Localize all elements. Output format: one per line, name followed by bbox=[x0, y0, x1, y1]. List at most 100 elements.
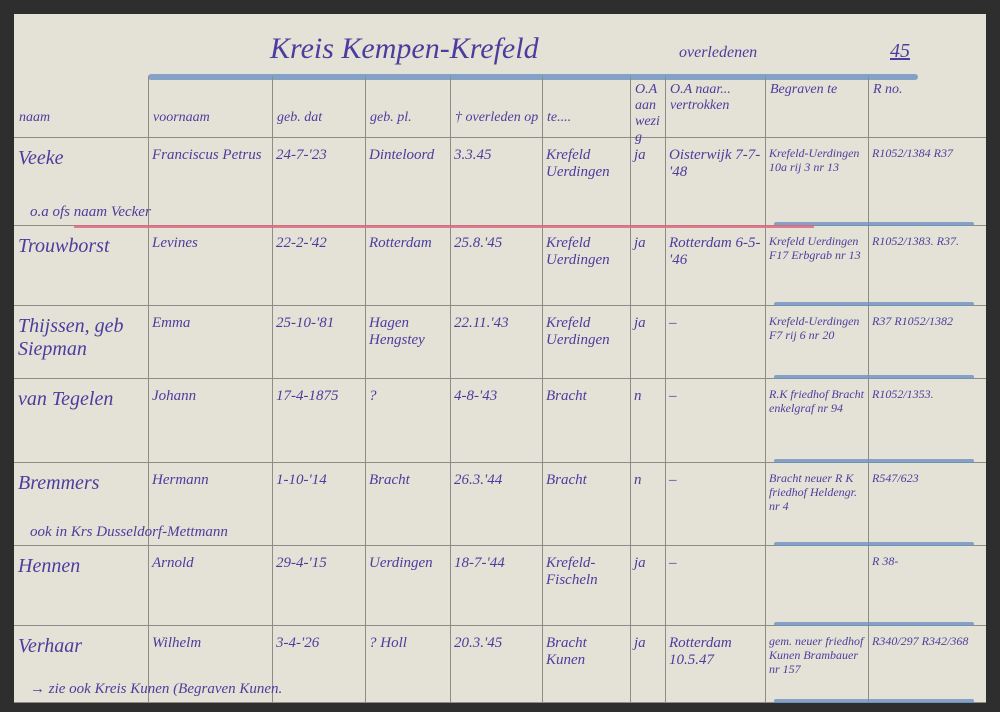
cell-oa-aanwezig: ja bbox=[634, 235, 646, 251]
column-divider bbox=[365, 76, 366, 702]
cell-begraven: Krefeld-Uerdingen F7 rij 6 nr 20 bbox=[769, 314, 860, 342]
row-divider bbox=[14, 137, 986, 138]
column-header: R no. bbox=[873, 82, 903, 97]
cell-geb-pl: Dinteloord bbox=[369, 147, 435, 163]
column-header: geb. pl. bbox=[370, 110, 412, 125]
cell-oa-naar: Oisterwijk 7-7-'48 bbox=[669, 147, 761, 181]
cell-voornaam: Levines bbox=[152, 235, 198, 251]
cell-naam: Verhaar bbox=[18, 635, 83, 657]
row-underline bbox=[774, 302, 974, 306]
cell-oa-aanwezig: ja bbox=[634, 635, 646, 651]
column-divider bbox=[272, 76, 273, 702]
cell-overleden: 25.8.'45 bbox=[454, 235, 503, 251]
row-note: ook in Krs Dusseldorf-Mettmann bbox=[30, 524, 228, 540]
column-divider bbox=[868, 76, 869, 702]
row-divider bbox=[14, 378, 986, 379]
cell-overleden: 22.11.'43 bbox=[454, 315, 509, 331]
column-header: O.A aanwezig bbox=[635, 82, 660, 146]
cell-begraven: Krefeld Uerdingen F17 Erbgrab nr 13 bbox=[769, 234, 861, 262]
cell-oa-aanwezig: ja bbox=[634, 555, 646, 571]
cell-geb-dat: 29-4-'15 bbox=[276, 555, 327, 571]
cell-te: Krefeld Uerdingen bbox=[546, 147, 610, 181]
row-underline bbox=[774, 375, 974, 379]
cell-te: Bracht bbox=[546, 472, 587, 488]
column-divider bbox=[665, 76, 666, 702]
cell-overleden: 18-7-'44 bbox=[454, 555, 505, 571]
column-divider bbox=[148, 76, 149, 702]
cell-geb-pl: ? bbox=[369, 388, 377, 404]
row-divider bbox=[14, 702, 986, 703]
cell-naam: Thijssen, geb Siepman bbox=[18, 315, 124, 360]
cell-naam: Trouwborst bbox=[18, 235, 110, 257]
cell-overleden: 4-8-'43 bbox=[454, 388, 498, 404]
column-header: Begraven te bbox=[770, 82, 838, 97]
cell-geb-dat: 25-10-'81 bbox=[276, 315, 335, 331]
cell-r-no: R37 R1052/1382 bbox=[872, 314, 953, 328]
row-underline bbox=[774, 699, 974, 703]
cell-voornaam: Johann bbox=[152, 388, 197, 404]
cell-begraven: Krefeld-Uerdingen 10a rij 3 nr 13 bbox=[769, 146, 860, 174]
column-divider bbox=[765, 76, 766, 702]
cell-geb-pl: ? Holl bbox=[369, 635, 407, 651]
cell-te: Krefeld-Fischeln bbox=[546, 555, 598, 589]
row-divider bbox=[14, 462, 986, 463]
cell-geb-dat: 3-4-'26 bbox=[276, 635, 320, 651]
cell-oa-naar: Rotterdam 10.5.47 bbox=[669, 635, 732, 669]
cell-r-no: R1052/1383. R37. bbox=[872, 234, 959, 248]
cell-geb-dat: 22-2-'42 bbox=[276, 235, 327, 251]
cell-voornaam: Arnold bbox=[152, 555, 194, 571]
column-header: voornaam bbox=[153, 110, 210, 125]
row-note: → zie ook Kreis Kunen (Begraven Kunen. bbox=[30, 681, 283, 697]
card-subtitle: overledenen bbox=[679, 44, 758, 61]
cell-overleden: 26.3.'44 bbox=[454, 472, 503, 488]
row-underline bbox=[774, 542, 974, 546]
sheet-number: 45 bbox=[890, 40, 910, 62]
red-rule bbox=[74, 225, 814, 228]
row-divider bbox=[14, 545, 986, 546]
cell-voornaam: Franciscus Petrus bbox=[152, 147, 262, 163]
cell-r-no: R340/297 R342/368 bbox=[872, 634, 969, 648]
cell-oa-naar: – bbox=[669, 555, 677, 571]
column-header: O.A naar... vertrokken bbox=[670, 82, 731, 114]
cell-oa-aanwezig: n bbox=[634, 472, 642, 488]
cell-geb-dat: 17-4-1875 bbox=[276, 388, 339, 404]
column-header: † overleden op bbox=[455, 110, 539, 125]
record-card: Kreis Kempen-Krefeld overledenen 45 naam… bbox=[14, 14, 986, 703]
cell-oa-naar: Rotterdam 6-5-'46 bbox=[669, 235, 761, 269]
cell-te: Bracht bbox=[546, 388, 587, 404]
column-divider bbox=[630, 76, 631, 702]
cell-voornaam: Hermann bbox=[152, 472, 209, 488]
cell-r-no: R 38- bbox=[872, 554, 899, 568]
card-title: Kreis Kempen-Krefeld bbox=[270, 32, 539, 65]
cell-naam: Bremmers bbox=[18, 472, 100, 494]
row-underline bbox=[774, 622, 974, 626]
row-divider bbox=[14, 625, 986, 626]
cell-oa-aanwezig: n bbox=[634, 388, 642, 404]
cell-naam: Veeke bbox=[18, 147, 64, 169]
column-header: geb. dat bbox=[277, 110, 323, 125]
cell-naam: van Tegelen bbox=[18, 388, 114, 410]
row-underline bbox=[774, 459, 974, 463]
cell-te: Krefeld Uerdingen bbox=[546, 315, 610, 349]
cell-overleden: 3.3.45 bbox=[454, 147, 492, 163]
cell-begraven: Bracht neuer R K friedhof Heldengr. nr 4 bbox=[769, 471, 857, 513]
row-divider bbox=[14, 305, 986, 306]
row-underline bbox=[774, 222, 974, 226]
cell-voornaam: Wilhelm bbox=[152, 635, 202, 651]
cell-geb-pl: Rotterdam bbox=[369, 235, 432, 251]
column-divider bbox=[542, 76, 543, 702]
cell-geb-pl: Hagen Hengstey bbox=[369, 315, 425, 349]
column-header: naam bbox=[19, 110, 51, 125]
cell-begraven: R.K friedhof Bracht enkelgraf nr 94 bbox=[769, 387, 864, 415]
cell-begraven: gem. neuer friedhof Kunen Brambauer nr 1… bbox=[769, 634, 864, 676]
cell-oa-naar: – bbox=[669, 388, 677, 404]
cell-r-no: R1052/1353. bbox=[872, 387, 934, 401]
cell-r-no: R1052/1384 R37 bbox=[872, 146, 953, 160]
title-underline bbox=[148, 74, 918, 80]
cell-overleden: 20.3.'45 bbox=[454, 635, 503, 651]
cell-oa-naar: – bbox=[669, 472, 677, 488]
cell-geb-pl: Uerdingen bbox=[369, 555, 433, 571]
cell-oa-aanwezig: ja bbox=[634, 315, 646, 331]
cell-oa-naar: – bbox=[669, 315, 677, 331]
cell-r-no: R547/623 bbox=[872, 471, 919, 485]
